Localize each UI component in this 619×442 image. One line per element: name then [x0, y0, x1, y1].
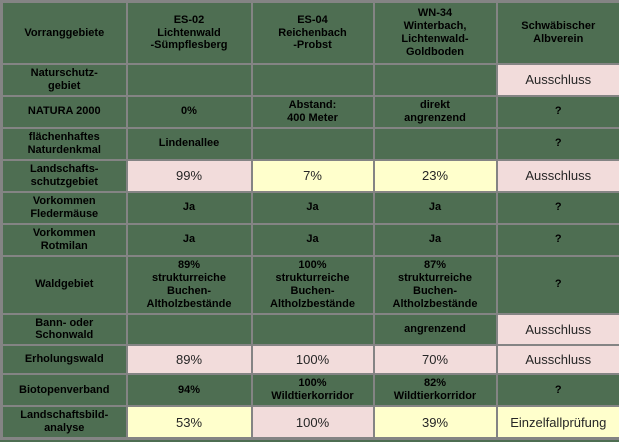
table-cell: Ja — [372, 190, 498, 225]
table-cell: Lindenallee — [125, 126, 253, 161]
table-cell — [250, 312, 375, 347]
table-row: Naturschutz- gebiet Ausschluss — [0, 63, 619, 97]
column-header: ES-02 Lichtenwald -Sümpflesberg — [125, 0, 253, 65]
row-label: Waldgebiet — [0, 254, 128, 315]
table-cell: ? — [495, 94, 619, 129]
table-cell: 100% Wildtierkorridor — [250, 373, 375, 408]
table-cell — [372, 63, 498, 97]
table-cell: 100% — [250, 405, 375, 440]
column-header: Schwäbischer Albverein — [495, 0, 619, 65]
table-row: Landschaftsbild- analyse 53% 100% 39% Einzel… — [0, 405, 619, 440]
table-row: Bann- oder Schonwald angrenzend Ausschluss — [0, 312, 619, 347]
table-cell: 89% — [125, 344, 253, 376]
column-header: WN-34 Winterbach, Lichtenwald- Goldboden — [372, 0, 498, 65]
table-row: Erholungswald 89% 100% 70% Ausschluss — [0, 344, 619, 376]
table-cell: angrenzend — [372, 312, 498, 347]
table-row: Landschafts- schutzgebiet 99% 7% 23% Ausschl… — [0, 158, 619, 193]
table-body: Naturschutz- gebiet Ausschluss NATURA 2000… — [0, 63, 619, 440]
table-cell — [372, 126, 498, 161]
table-row: Biotopenverband 94% 100% Wildtierkorridor 8… — [0, 373, 619, 408]
table-cell: Ja — [250, 190, 375, 225]
row-label: Naturschutz- gebiet — [0, 63, 128, 97]
table-cell: ? — [495, 126, 619, 161]
table-cell: ? — [495, 222, 619, 257]
table-row: Vorkommen Fledermäuse Ja Ja Ja? — [0, 190, 619, 225]
table-row: Waldgebiet 89% strukturreiche Buchen- Alt… — [0, 254, 619, 315]
table-cell: 94% — [125, 373, 253, 408]
column-header: ES-04 Reichenbach -Probst — [250, 0, 375, 65]
table-header-row: Vorranggebiete ES-02 Lichtenwald -Sümpfl… — [0, 0, 619, 65]
table-cell: 53% — [125, 405, 253, 440]
table-cell: Ausschluss — [495, 63, 619, 97]
table-cell: 70% — [372, 344, 498, 376]
table-cell: Einzelfallprüfung — [495, 405, 619, 440]
table-cell: direkt angrenzend — [372, 94, 498, 129]
table-cell: 100% — [250, 344, 375, 376]
table-cell: 0% — [125, 94, 253, 129]
table-cell — [125, 312, 253, 347]
table-row: Vorkommen Rotmilan Ja Ja Ja? — [0, 222, 619, 257]
row-label: Vorkommen Fledermäuse — [0, 190, 128, 225]
table-row: NATURA 2000 0% Abstand: 400 Meter direkt an… — [0, 94, 619, 129]
table-cell: 99% — [125, 158, 253, 193]
row-label: Vorkommen Rotmilan — [0, 222, 128, 257]
table-cell: Ja — [372, 222, 498, 257]
row-label: Landschaftsbild- analyse — [0, 405, 128, 440]
table-cell: Ja — [250, 222, 375, 257]
table-cell: Ja — [125, 190, 253, 225]
table-cell: 100% strukturreiche Buchen- Altholzbestä… — [250, 254, 375, 315]
table-cell: Ausschluss — [495, 344, 619, 376]
table-cell: ? — [495, 373, 619, 408]
table-cell: 89% strukturreiche Buchen- Altholzbestän… — [125, 254, 253, 315]
table-cell: Ja — [125, 222, 253, 257]
table-row: flächenhaftes Naturdenkmal Lindenallee? — [0, 126, 619, 161]
row-label: Bann- oder Schonwald — [0, 312, 128, 347]
row-label: flächenhaftes Naturdenkmal — [0, 126, 128, 161]
table-cell: Ausschluss — [495, 312, 619, 347]
table-cell: 23% — [372, 158, 498, 193]
table-cell: Abstand: 400 Meter — [250, 94, 375, 129]
table-cell: 39% — [372, 405, 498, 440]
table-cell — [250, 126, 375, 161]
table-cell — [125, 63, 253, 97]
table-cell: Ausschluss — [495, 158, 619, 193]
table-cell: ? — [495, 190, 619, 225]
table-cell: 87% strukturreiche Buchen- Altholzbestän… — [372, 254, 498, 315]
row-label: Landschafts- schutzgebiet — [0, 158, 128, 193]
row-label: Biotopenverband — [0, 373, 128, 408]
row-label: Erholungswald — [0, 344, 128, 376]
corner-header-vorranggebiete: Vorranggebiete — [0, 0, 128, 65]
table-cell: 82% Wildtierkorridor — [372, 373, 498, 408]
table-cell — [250, 63, 375, 97]
table-cell: ? — [495, 254, 619, 315]
row-label: NATURA 2000 — [0, 94, 128, 129]
table-cell: 7% — [250, 158, 375, 193]
